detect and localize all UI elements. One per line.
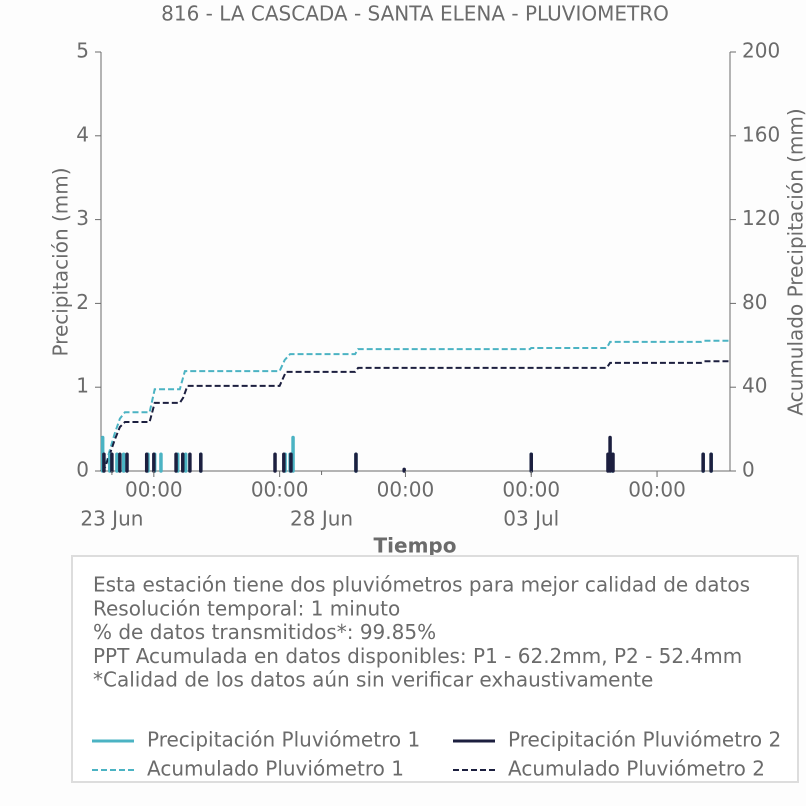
legend-label: Precipitación Pluviómetro 1 bbox=[147, 728, 420, 752]
info-line: *Calidad de los datos aún sin verificar … bbox=[93, 668, 653, 692]
legend-label: Acumulado Pluviómetro 1 bbox=[147, 757, 404, 781]
y2-tick-label: 120 bbox=[742, 206, 780, 230]
y-tick-label: 0 bbox=[76, 458, 89, 482]
y-tick-label: 1 bbox=[76, 374, 89, 398]
legend-label: Acumulado Pluviómetro 2 bbox=[508, 757, 765, 781]
info-line: PPT Acumulada en datos disponibles: P1 -… bbox=[93, 644, 742, 668]
legend-label: Precipitación Pluviómetro 2 bbox=[508, 728, 781, 752]
y-tick-label: 2 bbox=[76, 290, 89, 314]
info-line: Resolución temporal: 1 minuto bbox=[93, 596, 400, 620]
x-axis-label: Tiempo bbox=[374, 534, 457, 558]
plot-area bbox=[100, 339, 730, 473]
x-date-label: 03 Jul bbox=[503, 507, 559, 531]
x-tick-label: 00:00 bbox=[125, 478, 183, 502]
x-tick-label: 00:00 bbox=[377, 478, 435, 502]
info-line: Esta estación tiene dos pluviómetros par… bbox=[93, 573, 750, 597]
x-date-label: 28 Jun bbox=[290, 507, 353, 531]
y-tick-label: 4 bbox=[76, 122, 89, 146]
y2-axis-label: Acumulado Precipitación (mm) bbox=[784, 108, 806, 415]
x-tick-label: 00:00 bbox=[251, 478, 309, 502]
y2-tick-label: 0 bbox=[742, 458, 755, 482]
chart-title: 816 - LA CASCADA - SANTA ELENA - PLUVIOM… bbox=[161, 2, 669, 26]
cumulative-line bbox=[100, 360, 730, 472]
info-box: Esta estación tiene dos pluviómetros par… bbox=[71, 555, 799, 783]
x-date-label: 23 Jun bbox=[80, 507, 143, 531]
x-tick-label: 00:00 bbox=[628, 478, 686, 502]
info-box-frame bbox=[71, 555, 799, 783]
y2-tick-label: 160 bbox=[742, 122, 780, 146]
x-tick-label: 00:00 bbox=[502, 478, 560, 502]
y2-tick-label: 80 bbox=[742, 290, 767, 314]
info-line: % de datos transmitidos*: 99.85% bbox=[93, 620, 436, 644]
cumulative-line bbox=[100, 339, 730, 472]
y2-tick-label: 200 bbox=[742, 39, 780, 63]
y-tick-label: 5 bbox=[76, 39, 89, 63]
y2-tick-label: 40 bbox=[742, 374, 767, 398]
y-axis-label: Precipitación (mm) bbox=[49, 167, 73, 356]
y-tick-label: 3 bbox=[76, 206, 89, 230]
